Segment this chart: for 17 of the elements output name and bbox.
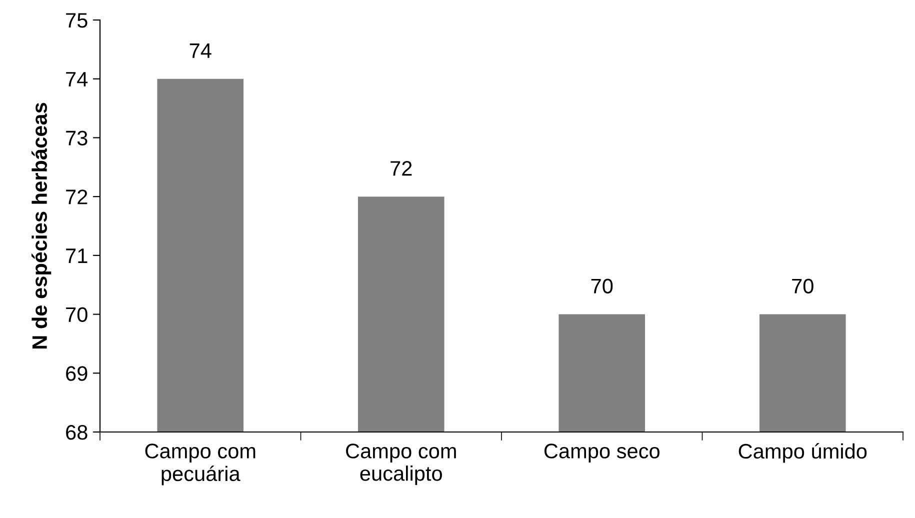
y-tick-label: 68 bbox=[66, 425, 88, 440]
x-tick-label: Campo com pecuária bbox=[145, 444, 256, 486]
y-tick-label: 69 bbox=[66, 366, 88, 381]
y-axis-title: N de espécies herbáceas bbox=[32, 102, 52, 349]
y-tick-label: 73 bbox=[66, 130, 88, 146]
data-label: 72 bbox=[390, 161, 412, 176]
x-tick-label: Campo seco bbox=[544, 444, 660, 463]
data-label: 70 bbox=[591, 278, 613, 294]
y-tick-label: 75 bbox=[66, 13, 88, 28]
y-tick-label: 70 bbox=[66, 307, 88, 322]
data-label: 70 bbox=[792, 278, 814, 294]
x-tick-label: Campo com eucalipto bbox=[346, 444, 456, 485]
x-tick-label: Campo úmido bbox=[738, 443, 867, 463]
y-tick-label: 72 bbox=[66, 190, 88, 204]
data-label: 74 bbox=[190, 44, 212, 58]
y-tick-label: 74 bbox=[66, 72, 88, 86]
y-tick-label: 71 bbox=[66, 248, 88, 263]
